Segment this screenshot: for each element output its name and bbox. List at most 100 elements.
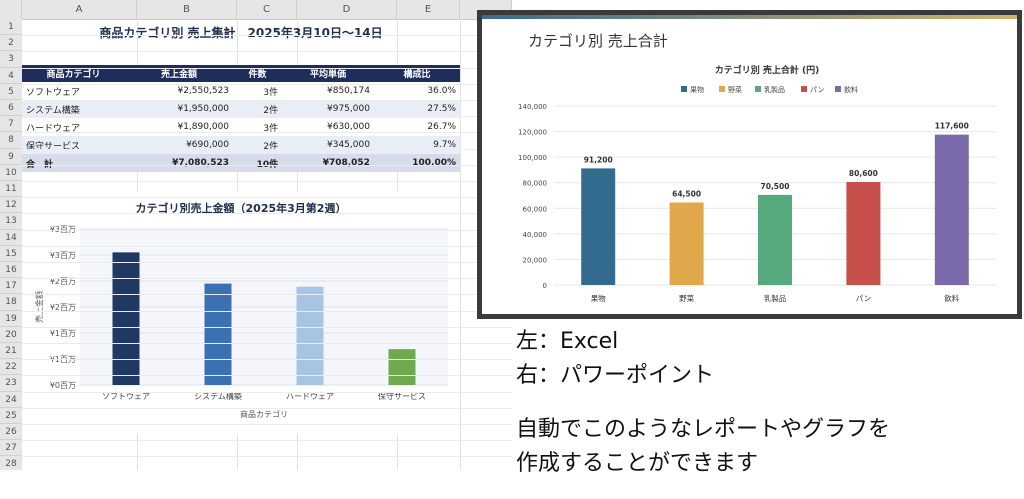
cell-avg-price[interactable]: ¥975,000 xyxy=(282,100,374,118)
cell-total-avg-price[interactable]: ¥708,052 xyxy=(282,154,374,172)
row-gridline xyxy=(22,100,512,101)
table-header-row: 商品カテゴリ 売上金額 件数 平均単価 構成比 xyxy=(22,65,460,82)
row-header-18[interactable]: 18 xyxy=(0,294,22,311)
row-header-24[interactable]: 24 xyxy=(0,391,22,408)
row-header-8[interactable]: 8 xyxy=(0,132,22,149)
bar xyxy=(204,283,232,385)
column-header-b[interactable]: B xyxy=(137,0,237,19)
cell-sales[interactable]: ¥690,000 xyxy=(125,136,234,154)
cell-avg-price[interactable]: ¥345,000 xyxy=(282,136,374,154)
y-tick-label: 60,000 xyxy=(523,205,548,213)
row-header-4[interactable]: 4 xyxy=(0,67,22,84)
cell-category[interactable]: システム構築 xyxy=(22,100,126,118)
select-all-corner[interactable] xyxy=(0,0,22,19)
excel-window: A B C D E 1 2 3 4 5 6 7 8 9 10 11 12 13 14 15 16 17 18 19 2… xyxy=(0,0,512,470)
row-header-12[interactable]: 12 xyxy=(0,197,22,214)
row-header-13[interactable]: 13 xyxy=(0,213,22,230)
bar xyxy=(934,134,969,285)
cell-total-count[interactable]: 10件 xyxy=(233,154,283,172)
row-header-20[interactable]: 20 xyxy=(0,326,22,343)
cell-sales[interactable]: ¥1,950,000 xyxy=(125,100,234,118)
row-header-6[interactable]: 6 xyxy=(0,100,22,117)
bar xyxy=(296,286,324,385)
row-header-19[interactable]: 19 xyxy=(0,310,22,327)
x-tick-label: 飲料 xyxy=(944,293,959,303)
cell-category[interactable]: ハードウェア xyxy=(22,118,126,136)
cell-total-label[interactable]: 合 計 xyxy=(22,154,126,172)
cell-count[interactable]: 2件 xyxy=(233,100,283,118)
column-header-e[interactable]: E xyxy=(397,0,460,19)
cell-count[interactable]: 2件 xyxy=(233,136,283,154)
table-row: 保守サービス ¥690,000 2件 ¥345,000 9.7% xyxy=(22,136,460,154)
caption-line-powerpoint: 右：パワーポイント xyxy=(516,363,715,388)
row-header-10[interactable]: 10 xyxy=(0,164,22,181)
bar xyxy=(846,181,881,285)
cell-count[interactable]: 3件 xyxy=(233,118,283,136)
bar xyxy=(112,252,140,385)
y-axis-label: 売上金額 xyxy=(34,291,44,323)
legend-swatch xyxy=(835,86,841,92)
row-header-26[interactable]: 26 xyxy=(0,424,22,441)
row-header-3[interactable]: 3 xyxy=(0,51,22,68)
powerpoint-slide[interactable]: カテゴリ別 売上合計 カテゴリ別 売上合計 (円) 果物 野菜 乳製品 パン 飲料 0 20,… xyxy=(482,15,1017,314)
cell-avg-price[interactable]: ¥630,000 xyxy=(282,118,374,136)
y-tick-label: ¥1百万 xyxy=(50,329,76,338)
header-avg-price[interactable]: 平均単価 xyxy=(282,65,374,82)
legend-label: 野菜 xyxy=(728,85,742,94)
row-header-15[interactable]: 15 xyxy=(0,245,22,262)
row-gridline xyxy=(22,229,512,231)
column-header-c[interactable]: C xyxy=(237,0,297,19)
cell-ratio[interactable]: 36.0% xyxy=(373,82,460,100)
legend-swatch xyxy=(801,86,807,92)
legend-swatch xyxy=(719,86,725,92)
excel-bar-chart[interactable]: カテゴリ別売上金額（2025年3月第2週）¥0百万¥1百万¥1百万¥2百万¥2百… xyxy=(22,191,460,434)
column-header-d[interactable]: D xyxy=(297,0,397,19)
row-header-1[interactable]: 1 xyxy=(0,19,22,36)
cell-category[interactable]: ソフトウェア xyxy=(22,82,126,100)
y-tick-label: 100,000 xyxy=(518,154,547,162)
table-row: システム構築 ¥1,950,000 2件 ¥975,000 27.5% xyxy=(22,100,460,118)
slide-title[interactable]: カテゴリ別 売上合計 xyxy=(528,32,668,50)
row-header-9[interactable]: 9 xyxy=(0,148,22,165)
cell-ratio[interactable]: 26.7% xyxy=(373,118,460,136)
cell-avg-price[interactable]: ¥850,174 xyxy=(282,82,374,100)
legend-label: 飲料 xyxy=(844,85,858,94)
row-header-16[interactable]: 16 xyxy=(0,262,22,279)
header-ratio[interactable]: 構成比 xyxy=(373,65,460,82)
cell-total-ratio[interactable]: 100.00% xyxy=(373,154,460,172)
header-category[interactable]: 商品カテゴリ xyxy=(22,65,126,82)
y-tick-label: 20,000 xyxy=(523,256,548,264)
legend-label: 乳製品 xyxy=(764,85,785,94)
row-header-7[interactable]: 7 xyxy=(0,116,22,133)
powerpoint-bar-chart[interactable]: カテゴリ別 売上合計 (円)果物 野菜 乳製品 パン 飲料020,00040,00060… xyxy=(492,53,1007,306)
cell-ratio[interactable]: 9.7% xyxy=(373,136,460,154)
cell-category[interactable]: 保守サービス xyxy=(22,136,126,154)
row-header-11[interactable]: 11 xyxy=(0,181,22,198)
bar xyxy=(388,349,416,385)
row-header-14[interactable]: 14 xyxy=(0,229,22,246)
column-header-f[interactable] xyxy=(460,0,512,19)
row-gridline xyxy=(22,51,512,53)
row-header-2[interactable]: 2 xyxy=(0,35,22,52)
cell-count[interactable]: 3件 xyxy=(233,82,283,100)
row-header-22[interactable]: 22 xyxy=(0,359,22,376)
header-sales[interactable]: 売上金額 xyxy=(125,65,234,82)
row-header-21[interactable]: 21 xyxy=(0,343,22,360)
row-header-23[interactable]: 23 xyxy=(0,375,22,392)
header-count[interactable]: 件数 xyxy=(233,65,283,82)
sheet-title: 商品カテゴリ別 売上集計 2025年3月10日～14日 xyxy=(99,26,383,40)
row-header-5[interactable]: 5 xyxy=(0,83,22,100)
table-row: ソフトウェア ¥2,550,523 3件 ¥850,174 36.0% xyxy=(22,82,460,100)
column-header-a[interactable]: A xyxy=(22,0,137,19)
x-tick-label: システム構築 xyxy=(194,391,242,401)
row-header-25[interactable]: 25 xyxy=(0,407,22,424)
row-header-17[interactable]: 17 xyxy=(0,278,22,295)
cell-sales[interactable]: ¥1,890,000 xyxy=(125,118,234,136)
row-header-27[interactable]: 27 xyxy=(0,440,22,457)
cell-ratio[interactable]: 27.5% xyxy=(373,100,460,118)
cell-sales[interactable]: ¥2,550,523 xyxy=(125,82,234,100)
x-axis-label: 商品カテゴリ xyxy=(240,409,288,419)
row-header-28[interactable]: 28 xyxy=(0,456,22,470)
row-gridline xyxy=(22,440,512,442)
cell-total-sales[interactable]: ¥7,080,523 xyxy=(125,154,234,172)
